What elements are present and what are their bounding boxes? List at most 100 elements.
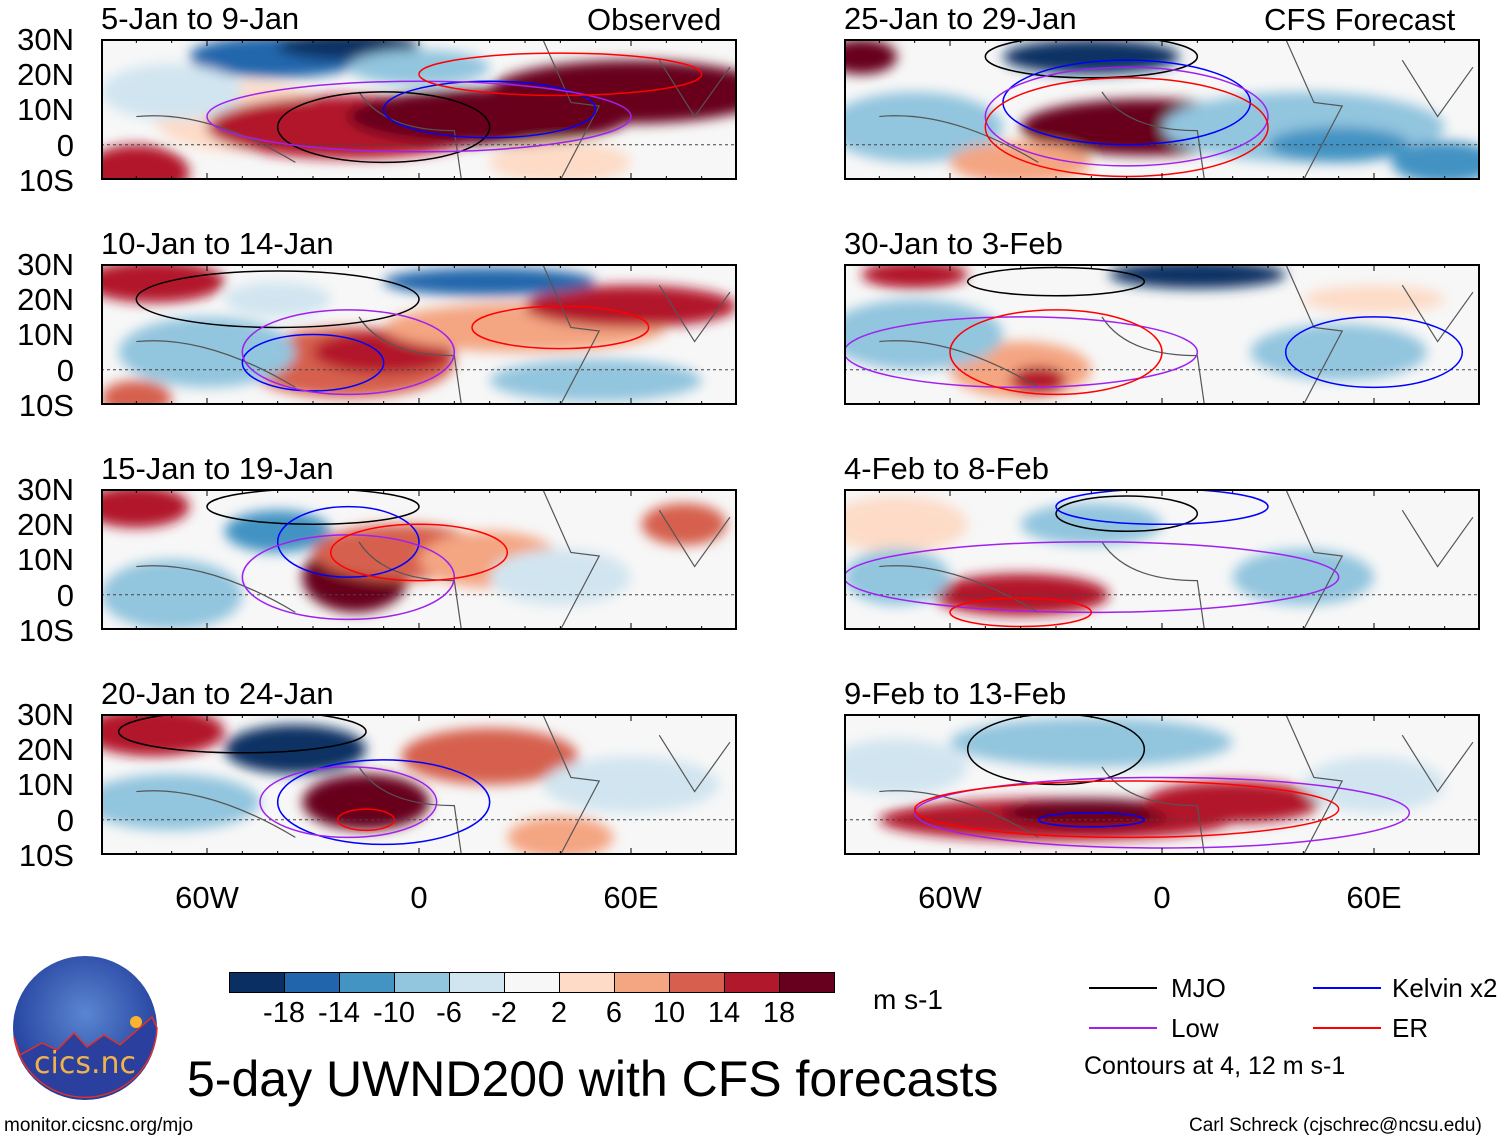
contour-line [913,776,1411,849]
legend-label-er: ER [1392,1013,1429,1043]
anomaly-region [641,503,727,546]
map-panel [101,39,737,180]
anomaly-region [224,281,331,317]
panel-title: 20-Jan to 24-Jan [101,676,334,711]
contour-line [949,309,1163,396]
coastline [136,714,731,855]
anomaly-region [489,359,702,402]
observed-header: Observed [587,2,722,37]
map-panel [101,264,737,405]
contour-line [1284,316,1464,389]
anomaly-region [1391,141,1480,180]
colorbar-label: -2 [491,997,517,1029]
footer-url[interactable]: monitor.cicsnc.org/mjo [4,1115,194,1136]
anomaly-region [1303,285,1445,314]
anomaly-region [542,756,720,813]
contour-line [913,780,1340,839]
legend-label-low: Low [1171,1013,1219,1043]
anomaly-region [1303,756,1445,813]
panel-title: 25-Jan to 29-Jan [844,1,1077,36]
colorbar-label: 10 [652,997,686,1029]
contour-line [241,333,385,392]
anomaly-region [101,144,190,180]
panel-title: 4-Feb to 8-Feb [844,451,1050,486]
colorbar-swatch [394,972,450,993]
anomaly-region [1010,366,1067,395]
footer-credit: Carl Schreck (cjschrec@ncsu.edu) [1189,1115,1482,1136]
colorbar-swatch [724,972,780,993]
anomaly-region [525,285,737,328]
panel-title: 5-Jan to 9-Jan [101,1,300,36]
contour-line [206,489,420,525]
anomaly-region [1109,264,1286,289]
anomaly-region [1232,548,1374,606]
contour-line [984,39,1199,79]
contour-line [418,52,703,97]
contour-line [276,759,491,846]
map-panel [844,714,1480,855]
coastline [879,264,1474,405]
cics-logo: cics.nc [12,955,158,1101]
anomaly-region [489,60,737,124]
map-panel [844,264,1480,405]
legend-label-kelvin: Kelvin x2 [1392,973,1498,1003]
colorbar-label: -14 [318,997,360,1029]
anomaly-region [950,717,1233,767]
map-panel [844,489,1480,630]
coastline [879,714,1474,855]
anomaly-region [302,773,430,831]
colorbar-swatch [284,972,340,993]
logo-wordmark: cics.nc [34,1046,136,1081]
anomaly-region [844,39,897,75]
lat-label: 10N [17,767,74,803]
lon-label: 60E [603,880,659,915]
colorbar-units: m s-1 [873,984,943,1015]
anomaly-region [507,816,614,855]
legend-line-mjo [1089,987,1157,989]
panel-title: 30-Jan to 3-Feb [844,226,1063,261]
anomaly-region [489,141,631,180]
colorbar-label: 18 [762,997,796,1029]
colorbar-label: -18 [263,997,305,1029]
colorbar-label: -6 [436,997,462,1029]
contour-line [241,309,456,396]
lat-label: 10N [17,92,74,128]
anomaly-region [101,773,260,831]
lat-label: 10S [18,387,74,423]
contour-line [117,714,367,754]
anomaly-region [1144,780,1321,824]
anomaly-region [101,714,225,757]
panel-title: 10-Jan to 14-Jan [101,226,334,261]
coastline [879,489,1474,630]
anomaly-region [844,496,968,553]
contour-line [1055,495,1199,533]
anomaly-region [101,63,243,121]
anomaly-region [101,489,190,528]
contour-line [206,80,632,153]
anomaly-region [844,91,1003,163]
anomaly-region [844,548,950,606]
legend-line-kelvin [1313,987,1381,989]
contour-line [336,808,396,832]
colorbar-label: 6 [605,997,623,1029]
lon-label: 60W [918,880,982,915]
contour-line [966,714,1146,786]
lat-label: 0 [56,802,74,838]
contour-line [259,766,438,839]
contour-line [984,66,1269,167]
lat-label: 30N [17,22,74,57]
contour-line [1037,811,1146,828]
anomaly-region [101,559,243,630]
coastline [136,489,731,630]
contours-note: Contours at 4, 12 m s-1 [1084,1052,1346,1080]
map-panel [101,714,737,855]
colorbar-swatch [614,972,670,993]
colorbar-label: 2 [550,997,568,1029]
contour-line [276,91,491,164]
lon-label: 0 [1153,880,1171,915]
contour-line [471,305,650,350]
lat-label: 0 [56,352,74,388]
lon-label: 60E [1346,880,1402,915]
lat-label: 10N [17,317,74,353]
colorbar-label: -10 [373,997,415,1029]
